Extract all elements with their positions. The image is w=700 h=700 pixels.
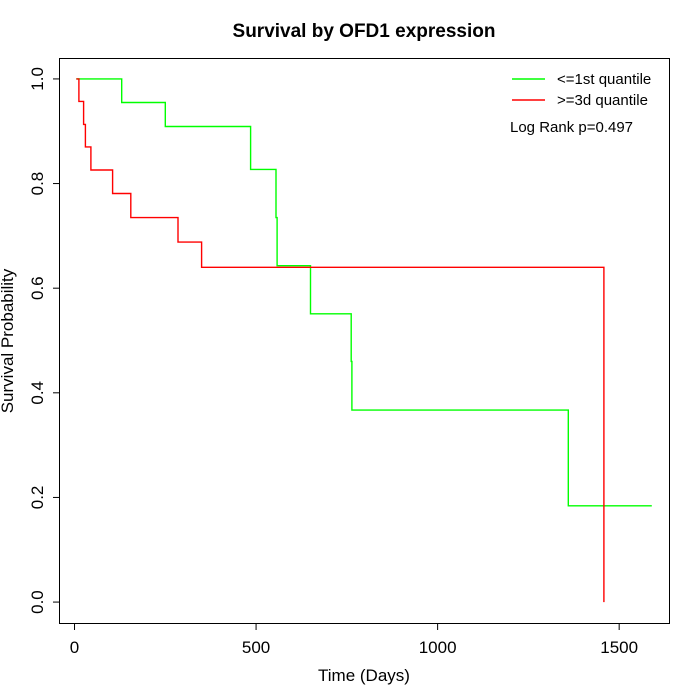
y-tick-label: 0.4 [28, 381, 47, 405]
legend-label-1: >=3d quantile [557, 92, 648, 109]
y-tick-label: 1.0 [28, 67, 47, 91]
x-tick-label: 500 [242, 638, 270, 657]
x-axis: 0 500 1000 1500 [70, 623, 638, 657]
x-tick-label: 1500 [600, 638, 638, 657]
plot-frame [59, 58, 670, 624]
x-tick-label: 0 [70, 638, 79, 657]
legend-label-0: <=1st quantile [557, 71, 651, 88]
x-axis-label: Time (Days) [318, 666, 410, 685]
chart-title: Survival by OFD1 expression [233, 21, 496, 42]
y-tick-label: 0.2 [28, 486, 47, 510]
y-tick-label: 0.0 [28, 590, 47, 614]
y-tick-label: 0.6 [28, 276, 47, 300]
series-line-1 [76, 78, 605, 603]
series-line-0 [76, 78, 652, 507]
y-axis: 0.0 0.2 0.4 0.6 0.8 1.0 [28, 67, 60, 614]
log-rank-annotation: Log Rank p=0.497 [510, 119, 633, 136]
y-tick-label: 0.8 [28, 172, 47, 196]
x-tick-label: 1000 [419, 638, 457, 657]
legend: <=1st quantile >=3d quantile [512, 71, 651, 109]
series-layer [76, 78, 652, 603]
y-axis-label: Survival Probability [0, 268, 17, 413]
